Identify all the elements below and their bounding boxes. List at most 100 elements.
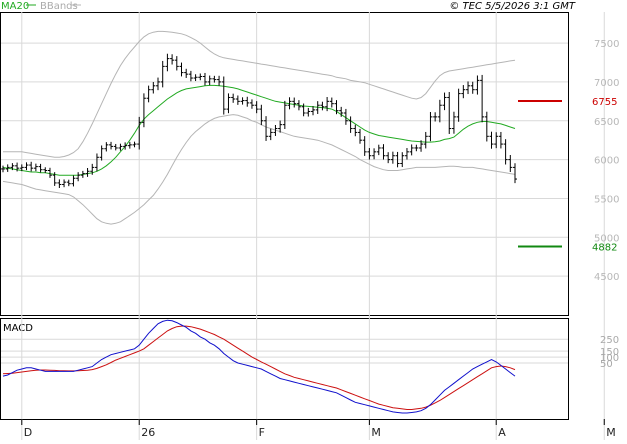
ohlc-bar: [498, 131, 503, 149]
ohlc-bar: [268, 128, 273, 141]
ohlc-bar: [221, 76, 226, 115]
ohlc-bar: [301, 103, 306, 117]
macd-y-tick-label: 150: [600, 347, 619, 358]
ohlc-bar: [38, 163, 43, 173]
date-tick-label: D: [24, 426, 32, 439]
ohlc-bar: [292, 97, 297, 108]
ohlc-bar: [395, 151, 400, 168]
ohlc-bar: [376, 144, 381, 156]
ohlc-bar: [484, 111, 489, 142]
resistance-level-label: 6755: [592, 97, 617, 108]
ohlc-bar: [137, 116, 142, 150]
ohlc-bar: [193, 74, 198, 82]
bband-upper-line: [3, 30, 516, 158]
ohlc-bar: [207, 75, 212, 86]
price-grid: [1, 12, 605, 440]
price-y-tick-label: 7000: [594, 78, 619, 89]
ohlc-bar: [461, 85, 466, 99]
ma20-line: [2, 84, 516, 176]
ohlc-bar: [353, 124, 358, 137]
ohlc-bar: [113, 143, 118, 151]
ohlc-bar: [188, 70, 193, 82]
ma20-layer: [2, 84, 516, 176]
date-tick-label: 26: [141, 426, 155, 439]
ohlc-bar: [273, 125, 278, 136]
price-y-tick-label: 7500: [594, 39, 619, 50]
macd-y-tick-label: 100: [600, 353, 619, 364]
ohlc-bar: [249, 99, 254, 109]
ohlc-bars: [1, 53, 517, 189]
ohlc-bar: [287, 97, 292, 110]
ohlc-bar: [240, 97, 245, 105]
ohlc-bar: [442, 92, 447, 111]
ohlc-bar: [480, 74, 485, 123]
ohlc-bar: [513, 163, 517, 184]
ohlc-bar: [24, 162, 29, 171]
price-y-tick-label: 5500: [594, 194, 619, 205]
ohlc-bar: [217, 75, 222, 86]
date-tick-label: M: [371, 426, 381, 439]
ohlc-bar: [508, 154, 513, 173]
ohlc-bar: [5, 164, 10, 172]
ohlc-bar: [325, 96, 330, 112]
ohlc-bar: [390, 151, 395, 164]
price-panel-frame: [0, 12, 569, 316]
ohlc-bar: [231, 93, 236, 103]
ohlc-bar: [433, 112, 438, 122]
ohlc-bar: [198, 73, 203, 81]
ohlc-bar: [372, 148, 377, 160]
ohlc-bar: [170, 54, 175, 65]
macd-grid: [1, 338, 568, 364]
price-y-tick-label: 6000: [594, 156, 619, 167]
ohlc-bar: [151, 82, 156, 94]
macd-y-tick-label: 50: [600, 359, 613, 370]
price-y-tick-label: 6500: [594, 117, 619, 128]
price-y-tick-label: 4500: [594, 272, 619, 283]
ohlc-bar: [146, 85, 151, 103]
ohlc-bar: [202, 72, 207, 86]
ohlc-bar: [62, 179, 67, 188]
ohlc-bar: [414, 144, 419, 152]
ohlc-bar: [264, 116, 269, 141]
ohlc-bar: [43, 167, 48, 173]
ohlc-bar: [57, 179, 62, 189]
ohlc-bar: [80, 170, 85, 178]
legend-label-bbands: BBands: [40, 1, 78, 12]
ohlc-bar: [428, 111, 433, 142]
ohlc-bar: [320, 101, 325, 111]
date-tick-label: F: [259, 426, 265, 439]
ohlc-bar: [409, 144, 414, 156]
ohlc-bar: [109, 141, 114, 150]
ohlc-bar: [400, 152, 405, 168]
ohlc-bar: [235, 95, 240, 105]
copyright-label: © TEC 5/5/2026 3:1 GMT: [449, 1, 576, 12]
ohlc-bar: [447, 92, 452, 134]
ohlc-bar: [357, 128, 362, 144]
ohlc-bar: [475, 75, 480, 95]
ohlc-bar: [123, 142, 128, 150]
price-y-tick-labels: 4500 5000 5500 6000 6500 7000 7500: [594, 39, 619, 283]
ohlc-bar: [15, 162, 20, 172]
price-y-tick-label: 5000: [594, 233, 619, 244]
macd-line: [2, 319, 516, 414]
ohlc-bar: [141, 93, 146, 128]
ohlc-bar: [329, 97, 334, 108]
ohlc-bar: [165, 53, 170, 72]
ohlc-bar: [494, 132, 499, 149]
ohlc-bar: [456, 88, 461, 122]
date-axis: D 26 F M A M: [21, 419, 616, 439]
ohlc-bar: [29, 161, 34, 172]
macd-y-tick-label: 250: [600, 335, 619, 346]
ohlc-bar: [179, 62, 184, 77]
ohlc-bar: [254, 101, 259, 114]
ohlc-bar: [1, 165, 5, 173]
ohlc-bar: [489, 131, 494, 149]
ohlc-bar: [94, 153, 99, 172]
ohlc-bar: [311, 106, 316, 116]
ohlc-bar: [381, 144, 386, 160]
ohlc-bar: [66, 179, 71, 187]
ohlc-bar: [343, 108, 348, 125]
